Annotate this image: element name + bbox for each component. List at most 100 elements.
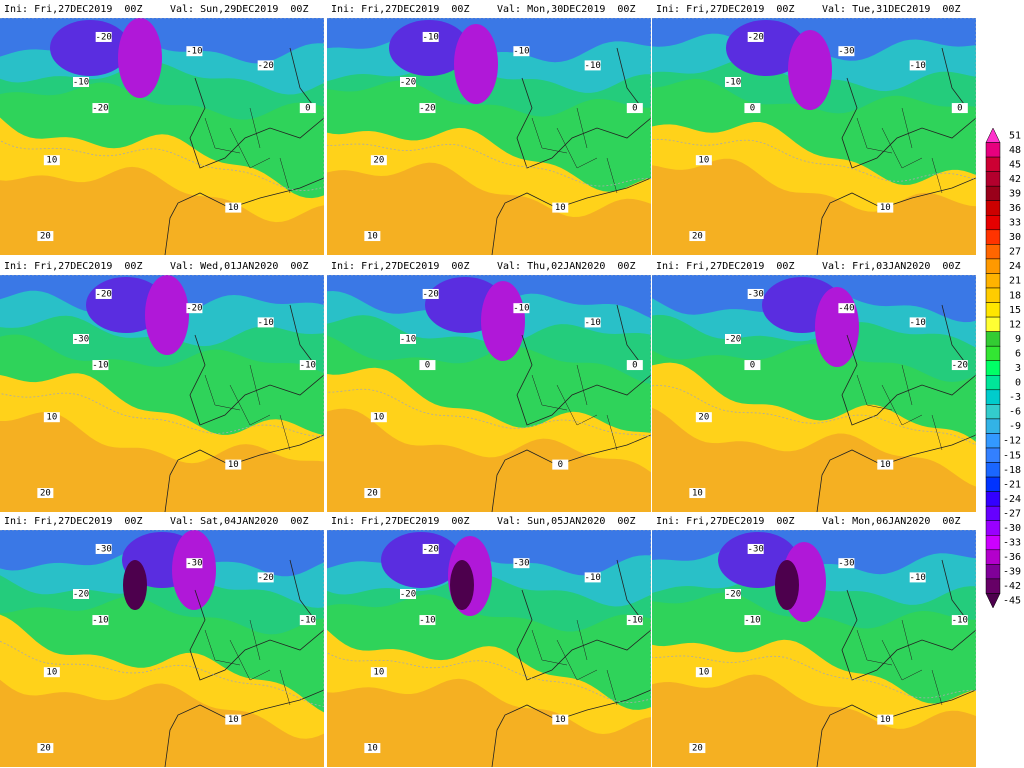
contour-label: -20 <box>748 32 764 42</box>
contour-label-box <box>513 46 530 57</box>
contour-label: 20 <box>40 489 51 499</box>
contour-label-box <box>364 488 381 499</box>
colorbar-label: 6 <box>1015 348 1021 359</box>
colorbar-label: -27 <box>1003 508 1021 519</box>
map: -10 -20 -20 -10 -10 0 20 10 10 <box>327 18 651 255</box>
contour-label: -30 <box>73 334 89 344</box>
contour-label: 10 <box>880 460 891 470</box>
contour-label: -20 <box>725 589 741 599</box>
colorbar-label: -33 <box>1003 538 1021 549</box>
contour-label-box <box>422 543 439 554</box>
colorbar-label: 0 <box>1015 378 1021 389</box>
contour-label-box <box>747 543 764 554</box>
init-time: Ini: Fri,27DEC2019 00Z <box>4 516 142 527</box>
forecast-panel: Ini: Fri,27DEC2019 00Z Val: Sat,04JAN2020… <box>0 512 324 767</box>
borders <box>204 107 291 194</box>
contour-label-box <box>877 714 894 725</box>
init-time: Ini: Fri,27DEC2019 00Z <box>4 261 142 272</box>
contour-label: 20 <box>698 413 709 423</box>
contour-label: -20 <box>96 289 112 299</box>
contour-label-box <box>95 31 112 42</box>
colorbar-label: 21 <box>1009 276 1021 287</box>
isotherm <box>327 530 651 703</box>
contour-label: -20 <box>419 104 435 114</box>
contour-label-box <box>257 572 274 583</box>
borders <box>856 619 943 706</box>
contour-label: -10 <box>585 61 601 71</box>
contour-label: -10 <box>513 47 529 57</box>
valid-time: Val: Sat,04JAN2020 00Z <box>170 516 308 527</box>
coastline <box>164 559 324 767</box>
contour-label: 0 <box>632 361 637 371</box>
contour-label: -30 <box>513 559 529 569</box>
contour-label-box <box>744 615 761 626</box>
contour-label: 10 <box>367 744 378 754</box>
contour-label: -10 <box>300 616 316 626</box>
contour-label-box <box>225 714 242 725</box>
init-time: Ini: Fri,27DEC2019 00Z <box>4 4 142 15</box>
colorbar-cell <box>985 171 1001 187</box>
init-time: Ini: Fri,27DEC2019 00Z <box>331 261 469 272</box>
contour-label-box <box>400 76 416 87</box>
colorbar-cell <box>985 564 1001 580</box>
colorbar-cell <box>985 375 1001 391</box>
colorbar-cell <box>985 462 1001 478</box>
init-time: Ini: Fri,27DEC2019 00Z <box>331 516 469 527</box>
colorbar-cell <box>985 273 1001 289</box>
contour-label: 20 <box>40 744 51 754</box>
contour-label-box <box>95 288 112 299</box>
colorbar-cell <box>985 404 1001 420</box>
contour-label: -20 <box>258 61 274 71</box>
cold-core <box>775 560 799 610</box>
forecast-panel: Ini: Fri,27DEC2019 00Z Val: Mon,30DEC2019… <box>327 0 651 255</box>
contour-label-box <box>951 615 968 626</box>
isotherm <box>327 275 651 438</box>
cold-core <box>450 560 474 610</box>
contour-label-box <box>513 558 530 569</box>
contour-label-box <box>909 317 926 328</box>
contour-label: 10 <box>555 203 566 213</box>
contour-label-box <box>951 103 968 114</box>
contour-label-box <box>689 231 706 242</box>
valid-time: Val: Sun,05JAN2020 00Z <box>497 516 635 527</box>
contour-label: -10 <box>725 77 741 87</box>
colorbar-cell <box>985 258 1001 274</box>
contour-label: -10 <box>952 616 968 626</box>
colorbar-label: 15 <box>1009 305 1021 316</box>
contour-label-box <box>364 743 381 754</box>
colorbar-label: -3 <box>1009 392 1021 403</box>
colorbar: 51484542393633302724211815129630-3-6-9-1… <box>985 127 1021 609</box>
contour-label: -10 <box>910 573 926 583</box>
contour-label: 10 <box>373 668 384 678</box>
panel-header <box>652 257 976 275</box>
colorbar-cell <box>985 185 1001 201</box>
contour-label-box <box>370 155 387 166</box>
contour-label-box <box>725 76 741 87</box>
borders <box>856 107 943 194</box>
borders <box>204 364 291 451</box>
colorbar-label: 9 <box>1015 334 1021 345</box>
colorbar-label: 45 <box>1009 159 1021 170</box>
contour-label-box <box>43 155 60 166</box>
map: -30 -20 0 -40 -10 -20 20 10 10 <box>652 275 976 512</box>
map: -20 -10 -20 -10 -20 0 10 10 20 <box>0 18 324 255</box>
isotherm <box>652 530 976 699</box>
cold-core <box>381 532 461 588</box>
contour-label: -10 <box>910 61 926 71</box>
colorbar-cell <box>985 549 1001 565</box>
colorbar-cell <box>985 520 1001 536</box>
forecast-panel: Ini: Fri,27DEC2019 00Z Val: Sun,29DEC2019… <box>0 0 324 255</box>
contour-label: 0 <box>750 361 755 371</box>
contour-label-box <box>909 572 926 583</box>
contour-label-box <box>744 103 761 114</box>
contour-label: -20 <box>725 334 741 344</box>
contour-label-box <box>747 31 764 42</box>
contour-label: -20 <box>400 77 416 87</box>
contour-label: -10 <box>910 318 926 328</box>
contour-label-box <box>92 103 109 114</box>
colorbar-cell <box>985 418 1001 434</box>
colorbar-cell <box>985 287 1001 303</box>
colorbar-cell <box>985 316 1001 332</box>
colorbar-cell <box>985 476 1001 492</box>
